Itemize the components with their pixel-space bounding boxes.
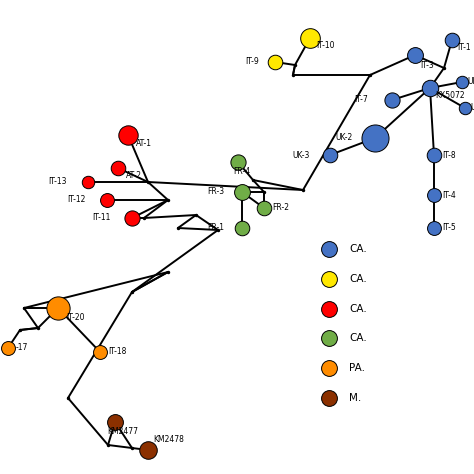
- Point: [124, 131, 132, 139]
- Point: [128, 444, 136, 452]
- Point: [144, 178, 152, 186]
- Point: [140, 214, 148, 222]
- Text: CA.: CA.: [349, 303, 367, 314]
- Point: [96, 348, 104, 356]
- Text: FR-1: FR-1: [207, 224, 224, 233]
- Point: [289, 71, 297, 79]
- Point: [326, 275, 333, 283]
- Text: FR-4: FR-4: [233, 167, 250, 176]
- Text: PA.: PA.: [349, 363, 365, 374]
- Point: [411, 51, 419, 59]
- Point: [260, 188, 268, 196]
- Point: [430, 224, 438, 232]
- Point: [114, 164, 122, 172]
- Text: M.: M.: [349, 393, 365, 403]
- Text: KX5072: KX5072: [435, 91, 465, 100]
- Text: IT-10: IT-10: [316, 42, 335, 51]
- Text: CA.: CA.: [349, 244, 367, 254]
- Point: [144, 446, 152, 454]
- Text: IT-18: IT-18: [108, 347, 127, 356]
- Point: [238, 224, 246, 232]
- Text: IT-4: IT-4: [442, 191, 456, 200]
- Point: [214, 226, 222, 234]
- Text: CA.: CA.: [349, 333, 367, 344]
- Text: IT-7: IT-7: [354, 95, 368, 104]
- Text: IT-1: IT-1: [457, 44, 471, 53]
- Text: IT-3: IT-3: [420, 61, 434, 70]
- Text: IT-11: IT-11: [92, 213, 110, 222]
- Text: UK: UK: [470, 103, 474, 112]
- Point: [326, 365, 333, 372]
- Text: IT-20: IT-20: [66, 313, 84, 322]
- Text: -17: -17: [16, 344, 28, 353]
- Point: [366, 71, 374, 79]
- Text: IT-5: IT-5: [442, 224, 456, 233]
- Point: [430, 191, 438, 199]
- Point: [440, 64, 448, 72]
- Point: [458, 78, 466, 86]
- Point: [249, 176, 257, 184]
- Point: [128, 288, 136, 296]
- Point: [164, 268, 172, 276]
- Text: IT-12: IT-12: [67, 195, 85, 204]
- Point: [271, 58, 279, 66]
- Text: AT-2: AT-2: [126, 172, 142, 181]
- Point: [16, 326, 24, 334]
- Point: [448, 36, 456, 44]
- Text: IT-9: IT-9: [245, 57, 259, 66]
- Point: [299, 186, 307, 194]
- Point: [128, 214, 136, 222]
- Point: [371, 134, 379, 142]
- Point: [174, 224, 182, 232]
- Text: FR-2: FR-2: [272, 203, 289, 212]
- Point: [326, 305, 333, 312]
- Text: AT-1: AT-1: [136, 138, 152, 147]
- Point: [164, 196, 172, 204]
- Text: UK-3: UK-3: [292, 151, 310, 159]
- Point: [238, 188, 246, 196]
- Text: IT-8: IT-8: [442, 151, 456, 159]
- Text: UK: UK: [467, 78, 474, 86]
- Text: FR-3: FR-3: [207, 188, 224, 197]
- Point: [20, 304, 28, 312]
- Point: [326, 394, 333, 402]
- Point: [234, 158, 242, 166]
- Point: [104, 441, 112, 449]
- Point: [4, 344, 12, 352]
- Point: [326, 245, 333, 253]
- Point: [84, 178, 92, 186]
- Text: IT-13: IT-13: [48, 177, 66, 186]
- Point: [54, 304, 62, 312]
- Point: [192, 211, 200, 219]
- Point: [430, 151, 438, 159]
- Point: [426, 84, 434, 92]
- Point: [291, 61, 299, 69]
- Point: [111, 418, 119, 426]
- Point: [260, 204, 268, 212]
- Point: [34, 324, 42, 332]
- Text: UK-2: UK-2: [335, 134, 352, 143]
- Text: KM2477: KM2477: [107, 428, 138, 437]
- Point: [326, 151, 334, 159]
- Point: [103, 196, 111, 204]
- Text: KM2478: KM2478: [153, 436, 184, 445]
- Point: [388, 96, 396, 104]
- Point: [461, 104, 469, 112]
- Text: CA.: CA.: [349, 273, 367, 284]
- Point: [326, 335, 333, 342]
- Point: [306, 34, 314, 42]
- Point: [64, 394, 72, 402]
